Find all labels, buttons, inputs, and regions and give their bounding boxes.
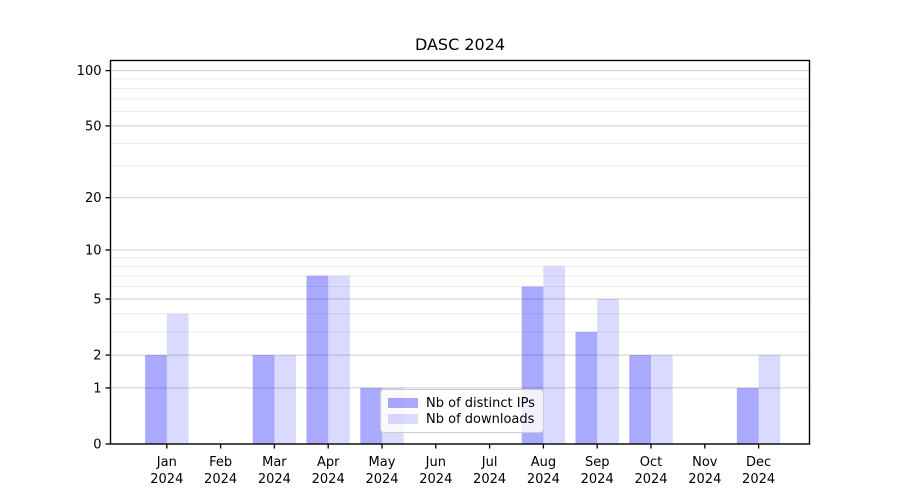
x-tick-label-year: 2024 [581,472,614,487]
bar-sep-downloads [597,299,619,444]
x-tick-label-year: 2024 [204,472,237,487]
bar-aug-downloads [543,266,566,444]
bar-apr-ips [306,275,329,444]
x-tick-label-year: 2024 [527,472,560,487]
y-tick-label: 1 [93,381,101,396]
y-tick-label: 20 [85,191,102,206]
x-tick-label-year: 2024 [634,472,667,487]
legend-swatch-distinct-ips [388,398,418,408]
x-tick-label-month: Mar [262,455,287,470]
legend-item-distinct-ips: Nb of distinct IPs [388,397,536,410]
bar-may-ips [360,387,382,444]
x-tick-label-month: Jan [156,455,177,470]
legend-label-downloads: Nb of downloads [426,411,535,427]
x-tick-label-month: May [369,455,396,470]
x-tick-label-year: 2024 [688,472,721,487]
x-tick-label-year: 2024 [150,472,183,487]
bar-oct-downloads [651,355,673,444]
y-tick-label: 0 [93,438,101,453]
x-tick-label-month: Apr [317,455,340,470]
bar-sep-ips [575,331,598,444]
legend-label-distinct-ips: Nb of distinct IPs [426,395,535,411]
x-tick-label-year: 2024 [258,472,291,487]
y-tick-label: 10 [85,243,102,258]
bar-dec-ips [736,387,759,444]
x-tick-label-year: 2024 [365,472,398,487]
x-tick-label-month: Sep [585,455,610,470]
x-tick-label-month: Jul [481,455,498,470]
axes-box [109,59,811,445]
bar-mar-downloads [274,355,297,444]
bar-mar-ips [252,355,275,444]
x-tick-label-month: Aug [531,455,556,470]
bar-jan-downloads [166,313,189,444]
x-tick-label-month: Nov [692,455,718,470]
x-tick-label-year: 2024 [312,472,345,487]
x-tick-label-month: Feb [209,455,232,470]
y-tick-label: 100 [77,64,102,79]
bar-jan-ips [145,355,167,444]
bar-oct-ips [629,355,651,444]
x-tick-label-year: 2024 [742,472,775,487]
y-tick-label: 50 [85,119,102,134]
x-tick-label-year: 2024 [473,472,506,487]
y-tick-label: 2 [93,349,101,364]
x-tick-label-month: Jun [425,455,446,470]
bar-apr-downloads [328,275,350,444]
x-tick-label-year: 2024 [419,472,452,487]
legend-item-downloads: Nb of downloads [388,413,536,426]
y-tick-label: 5 [93,293,101,308]
legend: Nb of distinct IPs Nb of downloads [380,389,544,433]
chart-title: DASC 2024 [414,35,506,54]
legend-swatch-downloads [388,414,418,424]
bar-dec-downloads [758,355,781,444]
x-tick-label-month: Oct [640,455,662,470]
x-tick-label-month: Dec [746,455,771,470]
